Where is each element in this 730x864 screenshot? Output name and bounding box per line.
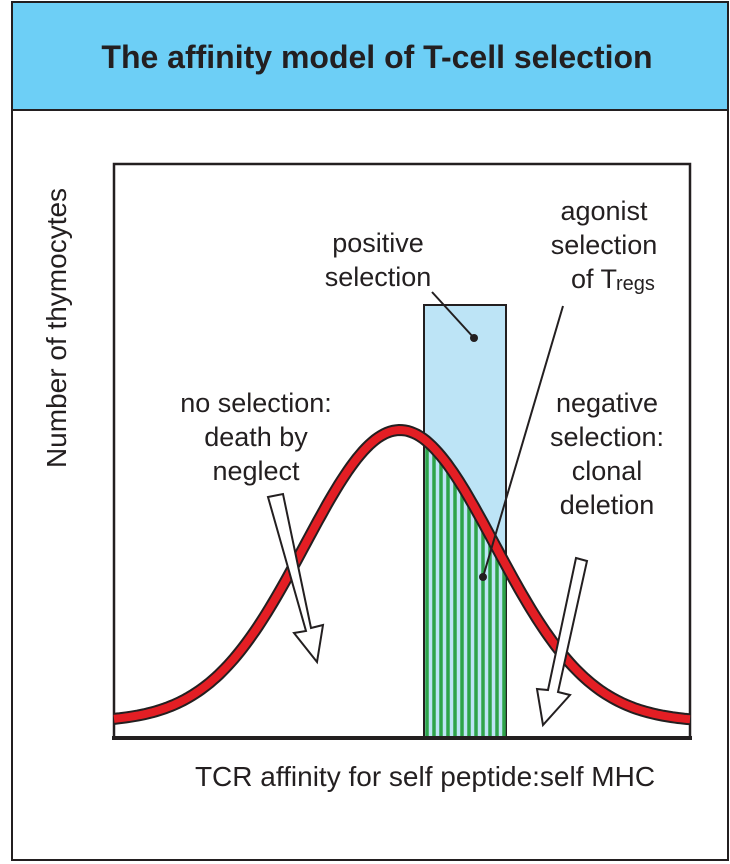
x-axis-label: TCR affinity for self peptide:self MHC [195, 761, 655, 792]
label-line: selection [551, 230, 658, 260]
y-axis-label: Number of thymocytes [41, 188, 72, 468]
affinity-curve [113, 425, 691, 724]
label-subscript: regs [616, 273, 655, 295]
pointer-dot [479, 573, 487, 581]
pointer-dot [470, 334, 478, 342]
pointer-positive [431, 291, 475, 339]
label-line: no selection: [180, 388, 332, 418]
arrow-neglect [266, 492, 325, 665]
label-line: deletion [560, 490, 655, 520]
label-line: death by [204, 422, 308, 452]
pointer-agonist [482, 305, 564, 578]
label-line: selection [325, 262, 432, 292]
header-bar [11, 1, 729, 111]
label-line: neglect [212, 456, 300, 486]
arrow-deletion [535, 556, 589, 728]
label-line: positive [332, 228, 424, 258]
positive-selection-window [423, 304, 507, 739]
label-line: negative [556, 388, 658, 418]
label-line: selection: [550, 422, 664, 452]
label-line: clonal [572, 456, 643, 486]
label-line: of T [571, 264, 617, 294]
title: The affinity model of T-cell selection [101, 39, 652, 75]
label-line: agonist [560, 196, 648, 226]
